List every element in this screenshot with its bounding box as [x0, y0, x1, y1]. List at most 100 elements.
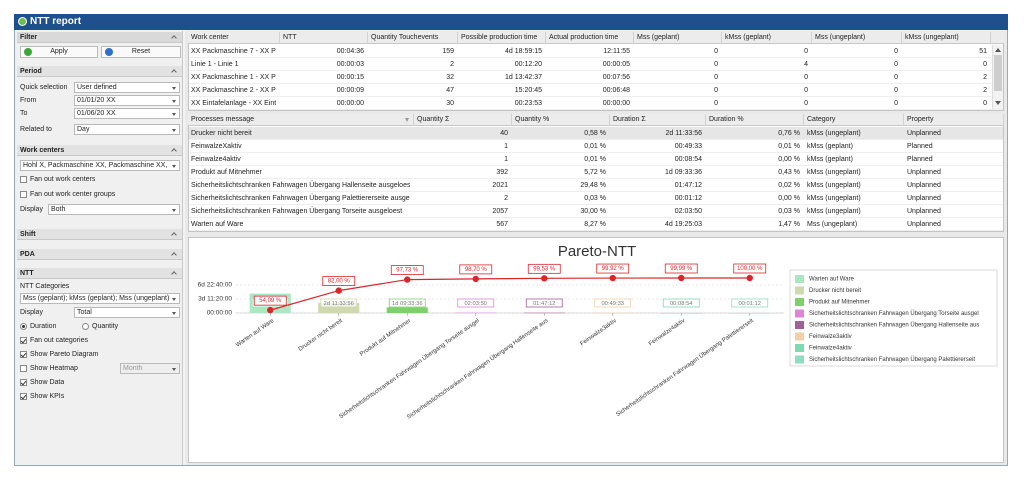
- column-header[interactable]: Duration %: [709, 116, 744, 123]
- column-header[interactable]: kMss (ungeplant): [905, 34, 959, 41]
- scrollbar-thumb[interactable]: [994, 55, 1002, 91]
- dropdown-arrow: [172, 87, 176, 90]
- dropdown[interactable]: [74, 95, 180, 106]
- checkbox-label: Show Data: [30, 379, 65, 386]
- window-title: NTT report: [30, 16, 82, 27]
- column-header[interactable]: kMss (geplant): [725, 34, 771, 41]
- section-header[interactable]: [17, 268, 182, 279]
- table-cell: 51: [979, 48, 987, 55]
- table-cell: 0,02 %: [778, 182, 800, 189]
- checkbox-label: Show Pareto Diagram: [30, 351, 99, 358]
- dropdown[interactable]: [74, 108, 180, 119]
- section-header[interactable]: [17, 32, 182, 43]
- table-cell: 0,03 %: [778, 208, 800, 215]
- checkbox[interactable]: [20, 337, 27, 344]
- table-cell: 00:01:12: [674, 195, 702, 202]
- table-row[interactable]: [189, 140, 1003, 153]
- dropdown-arrow: [172, 100, 176, 103]
- table-row[interactable]: [189, 179, 1003, 192]
- table-cell: 0,58 %: [584, 130, 606, 137]
- table-cell: Sicherheitslichtschranken Fahrwagen Über…: [191, 208, 403, 215]
- column-header[interactable]: Work center: [191, 34, 229, 41]
- section-header[interactable]: [17, 229, 182, 240]
- column-header[interactable]: Category: [807, 116, 836, 123]
- table-row[interactable]: [189, 71, 1003, 84]
- table-row[interactable]: [189, 127, 1003, 140]
- table-cell: 1,47 %: [778, 221, 800, 228]
- scrollbar-up[interactable]: [995, 48, 1001, 52]
- table-cell: 2: [450, 61, 454, 68]
- column-divider: [609, 114, 610, 126]
- table-row[interactable]: [189, 45, 1003, 58]
- radio-button[interactable]: [82, 323, 89, 330]
- dropdown[interactable]: [20, 293, 180, 304]
- section-header[interactable]: [17, 145, 182, 156]
- checkbox[interactable]: [20, 191, 27, 198]
- table-cell: 0,01 %: [778, 143, 800, 150]
- dropdown[interactable]: [74, 124, 180, 135]
- table-cell: 0: [894, 61, 898, 68]
- column-header[interactable]: Possible production time: [461, 34, 538, 41]
- dropdown[interactable]: [74, 82, 180, 93]
- table-row[interactable]: [189, 192, 1003, 205]
- radio-label: Quantity: [92, 323, 119, 330]
- table-row[interactable]: [189, 58, 1003, 71]
- table-cell: 2021: [492, 182, 508, 189]
- filter-icon[interactable]: [405, 118, 409, 122]
- column-header[interactable]: Quantity %: [515, 116, 550, 123]
- column-header[interactable]: Processes message: [191, 116, 255, 123]
- dropdown[interactable]: [20, 160, 180, 171]
- table-cell: 4d 18:59:15: [505, 48, 542, 55]
- dropdown[interactable]: [74, 307, 180, 318]
- column-header[interactable]: Quantity Σ: [417, 116, 450, 123]
- section-header-label: PDA: [20, 251, 35, 258]
- section-header[interactable]: [17, 249, 182, 260]
- table-row[interactable]: [189, 205, 1003, 218]
- table-cell: 1: [504, 156, 508, 163]
- scrollbar-down[interactable]: [995, 101, 1001, 105]
- dropdown-value: Month: [123, 365, 143, 372]
- dropdown[interactable]: [48, 204, 180, 215]
- table-row[interactable]: [189, 218, 1003, 231]
- table-cell: 1d 13:42:37: [505, 74, 542, 81]
- checkbox[interactable]: [20, 351, 27, 358]
- table-cell: 0: [804, 87, 808, 94]
- table-cell: Produkt auf Mitnehmer: [191, 169, 262, 176]
- table-row[interactable]: [189, 84, 1003, 97]
- column-header[interactable]: NTT: [283, 34, 297, 41]
- table-cell: 4: [804, 61, 808, 68]
- table-cell: 0: [894, 74, 898, 81]
- table-cell: 8,27 %: [584, 221, 606, 228]
- field-label: NTT Categories: [20, 283, 70, 290]
- table-cell: 159: [442, 48, 454, 55]
- reset-button[interactable]: [101, 46, 181, 58]
- table-cell: Unplanned: [907, 182, 941, 189]
- column-header[interactable]: Property: [907, 116, 934, 123]
- dropdown-arrow: [172, 298, 176, 301]
- table-cell: 00:06:48: [602, 87, 630, 94]
- table-cell: Unplanned: [907, 195, 941, 202]
- table-cell: 00:23:53: [514, 100, 542, 107]
- column-divider: [803, 114, 804, 126]
- table-row[interactable]: [189, 97, 1003, 110]
- dropdown[interactable]: [120, 363, 180, 374]
- column-divider: [545, 32, 546, 44]
- table-cell: Feinwalze4aktiv: [191, 156, 241, 163]
- column-header[interactable]: Duration Σ: [613, 116, 646, 123]
- table-row[interactable]: [189, 166, 1003, 179]
- column-header[interactable]: Quantity Touchevents: [371, 34, 439, 41]
- checkbox[interactable]: [20, 393, 27, 400]
- checkbox[interactable]: [20, 176, 27, 183]
- table-cell: 0,00 %: [778, 195, 800, 202]
- table-cell: 0: [894, 87, 898, 94]
- dropdown-value: Both: [51, 206, 66, 213]
- checkbox[interactable]: [20, 379, 27, 386]
- table-row[interactable]: [189, 153, 1003, 166]
- column-header[interactable]: Mss (ungeplant): [815, 34, 866, 41]
- apply-button[interactable]: [20, 46, 98, 58]
- table-cell: 0: [804, 74, 808, 81]
- checkbox[interactable]: [20, 365, 27, 372]
- column-header[interactable]: Mss (geplant): [637, 34, 680, 41]
- column-header[interactable]: Actual production time: [549, 34, 619, 41]
- section-header[interactable]: [17, 66, 182, 77]
